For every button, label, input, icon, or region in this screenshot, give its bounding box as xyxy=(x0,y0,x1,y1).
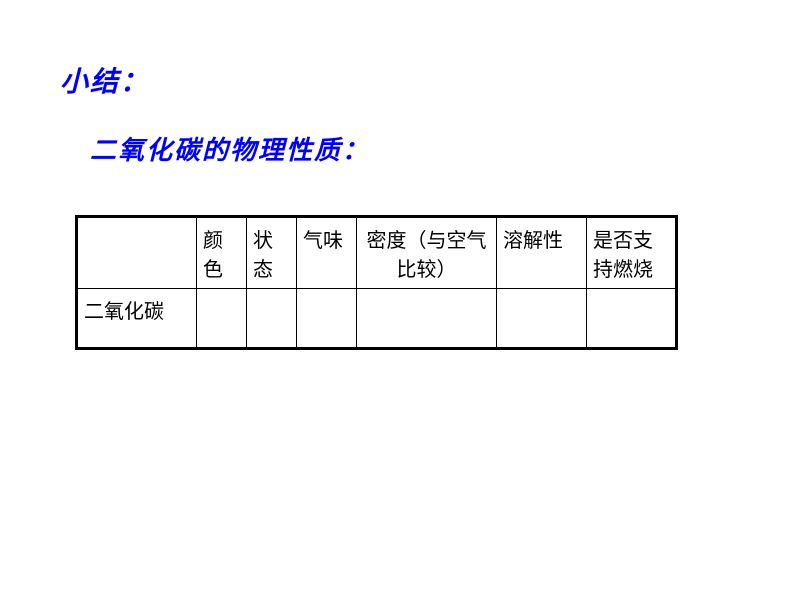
cell-substance: 二氧化碳 xyxy=(77,289,197,349)
summary-title: 小结： xyxy=(60,60,150,100)
table-row: 二氧化碳 xyxy=(77,289,677,349)
col-header-solubility: 溶解性 xyxy=(497,217,587,289)
col-header-color: 颜色 xyxy=(197,217,247,289)
properties-table: 颜色 状态 气味 密度（与空气比较） 溶解性 是否支持燃烧 二氧化碳 xyxy=(75,215,678,350)
cell-solubility xyxy=(497,289,587,349)
cell-density xyxy=(357,289,497,349)
section-subtitle: 二氧化碳的物理性质： xyxy=(90,130,370,167)
cell-combustion xyxy=(587,289,677,349)
cell-state xyxy=(247,289,297,349)
cell-color xyxy=(197,289,247,349)
cell-smell xyxy=(297,289,357,349)
col-header-combustion: 是否支持燃烧 xyxy=(587,217,677,289)
col-header-density: 密度（与空气比较） xyxy=(357,217,497,289)
properties-table-wrap: 颜色 状态 气味 密度（与空气比较） 溶解性 是否支持燃烧 二氧化碳 xyxy=(75,215,678,350)
col-header-blank xyxy=(77,217,197,289)
col-header-state: 状态 xyxy=(247,217,297,289)
col-header-smell: 气味 xyxy=(297,217,357,289)
table-header-row: 颜色 状态 气味 密度（与空气比较） 溶解性 是否支持燃烧 xyxy=(77,217,677,289)
